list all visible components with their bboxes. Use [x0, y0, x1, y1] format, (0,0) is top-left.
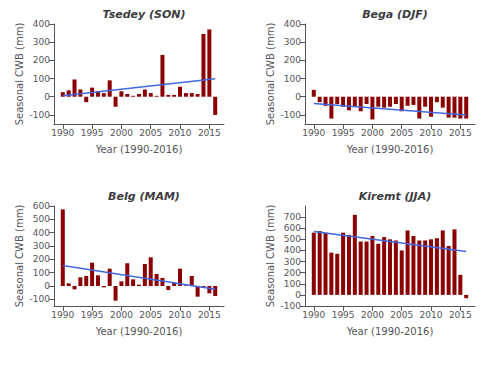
- svg-text:400: 400: [33, 228, 50, 238]
- svg-text:-100: -100: [281, 301, 302, 311]
- svg-text:500: 500: [284, 234, 301, 244]
- svg-text:0: 0: [295, 290, 301, 300]
- svg-text:1995: 1995: [81, 310, 104, 320]
- svg-text:100: 100: [284, 279, 301, 289]
- svg-text:0: 0: [44, 281, 50, 291]
- svg-text:-100: -100: [281, 110, 302, 120]
- svg-text:Seasonal CWB (mm): Seasonal CWB (mm): [265, 23, 276, 126]
- svg-text:Seasonal CWB (mm): Seasonal CWB (mm): [14, 23, 25, 126]
- svg-text:0: 0: [295, 92, 301, 102]
- svg-text:2015: 2015: [449, 128, 472, 138]
- svg-text:Year (1990-2016): Year (1990-2016): [95, 326, 183, 337]
- svg-text:2015: 2015: [198, 310, 221, 320]
- svg-text:200: 200: [33, 55, 50, 65]
- svg-text:Bega (DJF): Bega (DJF): [362, 8, 428, 21]
- svg-text:2010: 2010: [169, 128, 192, 138]
- svg-text:1995: 1995: [81, 128, 104, 138]
- svg-text:0: 0: [44, 92, 50, 102]
- svg-text:2000: 2000: [361, 310, 384, 320]
- svg-text:200: 200: [284, 55, 301, 65]
- svg-text:2010: 2010: [169, 310, 192, 320]
- svg-text:2000: 2000: [110, 128, 133, 138]
- svg-text:2005: 2005: [390, 310, 413, 320]
- svg-text:400: 400: [33, 19, 50, 29]
- svg-text:300: 300: [33, 37, 50, 47]
- svg-text:600: 600: [33, 201, 50, 211]
- svg-text:2000: 2000: [361, 128, 384, 138]
- svg-text:Year (1990-2016): Year (1990-2016): [346, 326, 434, 337]
- svg-text:1995: 1995: [332, 310, 355, 320]
- svg-text:300: 300: [33, 241, 50, 251]
- svg-text:Seasonal CWB (mm): Seasonal CWB (mm): [14, 205, 25, 308]
- svg-text:1990: 1990: [302, 310, 325, 320]
- svg-text:2015: 2015: [449, 310, 472, 320]
- svg-text:1990: 1990: [51, 310, 74, 320]
- svg-text:100: 100: [33, 74, 50, 84]
- svg-text:2005: 2005: [139, 310, 162, 320]
- svg-text:Seasonal CWB (mm): Seasonal CWB (mm): [265, 205, 276, 308]
- svg-text:400: 400: [284, 19, 301, 29]
- svg-text:300: 300: [284, 257, 301, 267]
- svg-text:2000: 2000: [110, 310, 133, 320]
- svg-text:400: 400: [284, 245, 301, 255]
- svg-text:2005: 2005: [139, 128, 162, 138]
- svg-text:700: 700: [284, 212, 301, 222]
- svg-text:1990: 1990: [302, 128, 325, 138]
- svg-text:200: 200: [33, 254, 50, 264]
- svg-text:100: 100: [33, 268, 50, 278]
- svg-text:2010: 2010: [420, 310, 443, 320]
- svg-text:-100: -100: [30, 294, 51, 304]
- svg-text:600: 600: [284, 223, 301, 233]
- svg-text:2010: 2010: [420, 128, 443, 138]
- svg-text:200: 200: [284, 268, 301, 278]
- svg-text:-100: -100: [30, 110, 51, 120]
- svg-text:Year (1990-2016): Year (1990-2016): [95, 144, 183, 155]
- svg-text:500: 500: [33, 214, 50, 224]
- svg-text:2015: 2015: [198, 128, 221, 138]
- svg-text:Belg (MAM): Belg (MAM): [108, 190, 180, 203]
- svg-text:300: 300: [284, 37, 301, 47]
- svg-text:2005: 2005: [390, 128, 413, 138]
- svg-text:Kiremt (JJA): Kiremt (JJA): [359, 190, 431, 203]
- svg-text:1995: 1995: [332, 128, 355, 138]
- svg-text:100: 100: [284, 74, 301, 84]
- svg-text:Tsedey (SON): Tsedey (SON): [102, 8, 185, 21]
- svg-text:1990: 1990: [51, 128, 74, 138]
- svg-text:Year (1990-2016): Year (1990-2016): [346, 144, 434, 155]
